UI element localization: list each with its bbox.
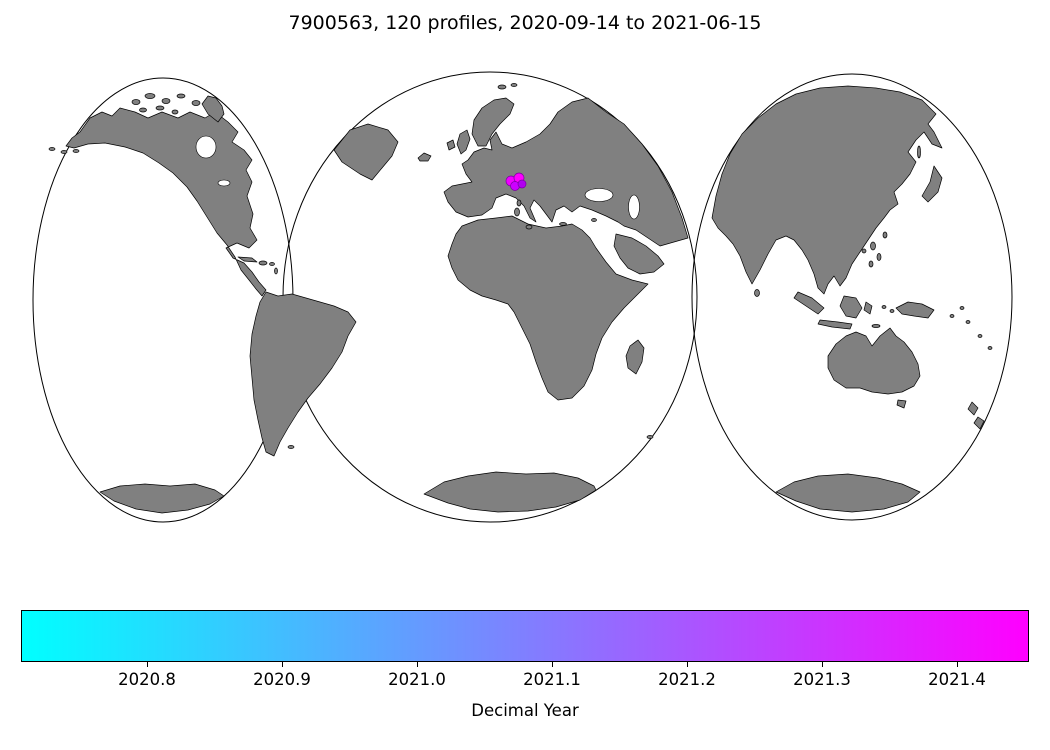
colorbar-tick-label: 2020.8 (118, 670, 176, 689)
japan (921, 165, 943, 203)
lobe-asia-oceania-outline (691, 73, 1013, 521)
arabian-peninsula (613, 233, 665, 275)
hudson-bay (195, 135, 217, 159)
continent-north-america (65, 107, 267, 297)
colorbar-tick-label: 2021.1 (523, 670, 581, 689)
colorbar-gradient (21, 610, 1029, 662)
new-guinea (895, 301, 935, 319)
colorbar-tick (822, 662, 823, 667)
ireland (446, 139, 456, 151)
sakhalin (917, 145, 921, 159)
south-georgia (646, 435, 654, 439)
crete (559, 222, 567, 226)
borneo (839, 295, 863, 319)
colorbar-tick-label: 2021.0 (388, 670, 446, 689)
colorbar-tick (417, 662, 418, 667)
sri-lanka (754, 289, 760, 297)
hainan (861, 248, 867, 254)
madagascar (625, 339, 645, 375)
world-map (32, 71, 1013, 523)
caspian-sea (628, 194, 640, 220)
hispaniola (258, 260, 268, 266)
colorbar-tick (552, 662, 553, 667)
sumatra (793, 291, 825, 315)
great-lakes (217, 179, 231, 187)
colorbar-tick-label: 2021.4 (928, 670, 986, 689)
colorbar-tick (282, 662, 283, 667)
iceland (417, 152, 432, 162)
continent-africa (447, 215, 649, 401)
antarctica-segment-east (775, 473, 921, 513)
colorbar-tick-label: 2021.2 (658, 670, 716, 689)
antarctica-segment-west (99, 483, 225, 514)
taiwan (882, 231, 888, 239)
sardinia (514, 207, 520, 217)
continents (48, 83, 993, 514)
corsica (516, 199, 522, 207)
figure-title: 7900563, 120 profiles, 2020-09-14 to 202… (288, 12, 762, 34)
colorbar-tick-label: 2020.9 (253, 670, 311, 689)
colorbar-tick (147, 662, 148, 667)
java (817, 319, 853, 330)
islands (48, 83, 993, 449)
continent-asia-east (711, 85, 943, 295)
svalbard (497, 84, 507, 90)
profile-positions-marker (505, 172, 527, 191)
black-sea (584, 188, 614, 202)
continent-australia (827, 327, 921, 395)
colorbar-axis-label: Decimal Year (471, 701, 579, 720)
inland-seas (195, 135, 640, 220)
new-zealand-north (967, 401, 979, 416)
timor (871, 324, 881, 328)
falklands (287, 445, 295, 449)
sulawesi (863, 301, 873, 315)
colorbar-tick (687, 662, 688, 667)
cuba (237, 256, 258, 263)
colorbar-tick (957, 662, 958, 667)
tasmania (896, 399, 907, 409)
colorbar-tick-label: 2021.3 (793, 670, 851, 689)
cyprus (591, 218, 597, 222)
new-zealand-south (973, 416, 985, 430)
continent-eurasia-west (443, 97, 689, 247)
greenland-east-half (333, 123, 399, 181)
greenland-west-half (201, 95, 225, 123)
great-britain (456, 129, 471, 155)
antarctica-segment-middle (423, 471, 597, 513)
sicily (525, 224, 533, 230)
continent-south-america (249, 291, 357, 457)
scandinavia (471, 97, 515, 147)
